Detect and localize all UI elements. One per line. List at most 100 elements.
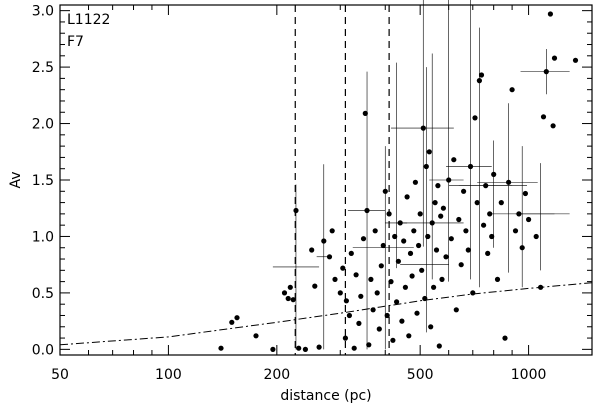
data-point xyxy=(296,345,302,351)
data-point xyxy=(540,114,547,120)
plot-frame xyxy=(59,4,593,356)
data-point xyxy=(382,188,388,194)
x-tick-label: 500 xyxy=(407,367,434,383)
data-point xyxy=(547,11,554,17)
data-point xyxy=(411,228,417,234)
error-bar xyxy=(489,146,555,288)
data-point xyxy=(378,263,384,269)
x-axis-title: distance (pc) xyxy=(280,388,371,404)
data-point xyxy=(290,297,296,303)
data-point xyxy=(533,233,539,240)
data-point xyxy=(340,265,346,271)
data-point xyxy=(366,342,372,348)
data-point xyxy=(401,238,407,244)
x-tick-label: 50 xyxy=(51,367,69,383)
error-bar xyxy=(429,0,464,282)
data-point xyxy=(487,211,493,217)
data-point xyxy=(332,276,338,282)
y-tick-label: 1.0 xyxy=(32,229,54,245)
data-point xyxy=(448,236,454,242)
data-point xyxy=(483,183,489,189)
data-point xyxy=(368,276,374,282)
data-point xyxy=(502,335,508,341)
data-point xyxy=(512,228,519,234)
data-point xyxy=(429,220,435,226)
annotation-cloud: L1122 xyxy=(67,12,110,28)
data-point xyxy=(494,276,501,282)
data-point xyxy=(386,211,392,217)
data-point xyxy=(439,276,445,282)
data-point xyxy=(218,345,224,351)
data-point xyxy=(395,258,401,264)
data-point xyxy=(419,267,425,273)
data-point xyxy=(443,254,449,260)
data-point xyxy=(287,284,293,290)
data-point xyxy=(329,228,335,234)
x-tick-label: 100 xyxy=(155,367,182,383)
data-point xyxy=(467,163,474,170)
data-point xyxy=(551,55,558,61)
data-point xyxy=(506,179,512,185)
data-point xyxy=(342,335,348,341)
data-point xyxy=(461,188,467,194)
data-point xyxy=(229,319,235,325)
data-point xyxy=(316,344,322,350)
data-point xyxy=(380,242,386,249)
data-point xyxy=(353,272,359,278)
data-point xyxy=(364,207,370,214)
data-point xyxy=(309,247,315,253)
data-point xyxy=(465,247,471,253)
data-point xyxy=(498,200,504,206)
data-point xyxy=(285,295,291,302)
data-point xyxy=(478,72,485,78)
y-tick-label: 1.5 xyxy=(32,173,54,189)
data-point xyxy=(543,69,549,75)
data-point xyxy=(420,125,426,131)
y-tick-label: 2.5 xyxy=(32,60,54,76)
data-point xyxy=(399,318,405,324)
data-point xyxy=(281,290,288,296)
y-tick-label: 2.0 xyxy=(32,117,54,133)
data-point xyxy=(526,216,532,223)
data-point xyxy=(370,307,376,313)
data-point xyxy=(302,346,308,352)
error-bar xyxy=(400,67,449,333)
data-point xyxy=(402,284,408,290)
error-bar xyxy=(458,140,528,248)
data-point xyxy=(417,211,423,217)
data-point xyxy=(432,200,438,206)
y-tick-label: 0.0 xyxy=(32,342,54,358)
data-point xyxy=(412,179,418,185)
data-point xyxy=(372,228,378,234)
data-point xyxy=(376,326,382,332)
data-point xyxy=(428,324,434,330)
data-point xyxy=(425,233,431,240)
data-point xyxy=(431,284,437,290)
data-point xyxy=(481,222,487,228)
data-point xyxy=(374,290,380,296)
data-point xyxy=(426,149,432,155)
data-point xyxy=(509,87,515,93)
data-point xyxy=(392,233,398,240)
data-point xyxy=(446,177,452,183)
data-point xyxy=(343,298,349,304)
data-point xyxy=(253,333,259,339)
data-point xyxy=(423,163,429,170)
data-point xyxy=(435,183,441,189)
data-point xyxy=(436,343,442,349)
data-point xyxy=(394,299,400,305)
data-point xyxy=(397,220,403,226)
data-point xyxy=(388,279,394,285)
data-point xyxy=(538,284,544,290)
data-point xyxy=(463,228,469,234)
data-point xyxy=(453,307,459,313)
x-tick-label: 1000 xyxy=(511,367,547,383)
error-bar xyxy=(448,27,513,288)
x-tick-label: 200 xyxy=(263,367,290,383)
error-bar xyxy=(515,163,570,271)
data-point xyxy=(438,213,444,219)
data-point xyxy=(404,194,410,200)
data-point xyxy=(476,78,482,84)
data-point xyxy=(409,273,415,279)
